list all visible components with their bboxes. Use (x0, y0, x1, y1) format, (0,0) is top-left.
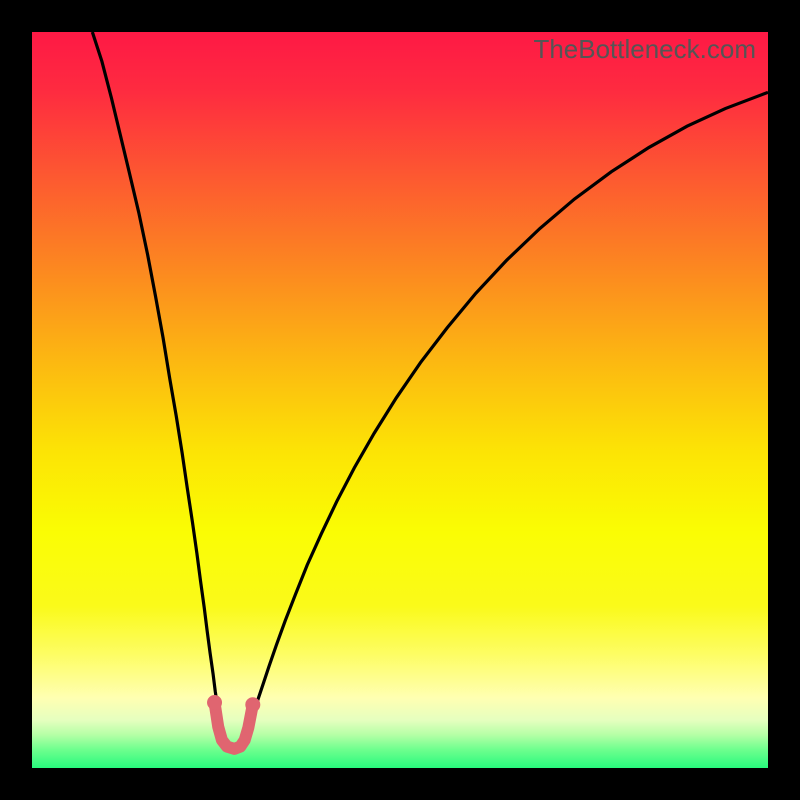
marker-point (213, 721, 224, 732)
chart-frame: TheBottleneck.com (0, 0, 800, 800)
marker-point (245, 697, 260, 712)
chart-plot-area (32, 32, 768, 768)
marker-point (207, 695, 222, 710)
marker-point (239, 735, 250, 746)
watermark-text: TheBottleneck.com (533, 34, 756, 65)
chart-svg (32, 32, 768, 768)
marker-point (243, 722, 254, 733)
